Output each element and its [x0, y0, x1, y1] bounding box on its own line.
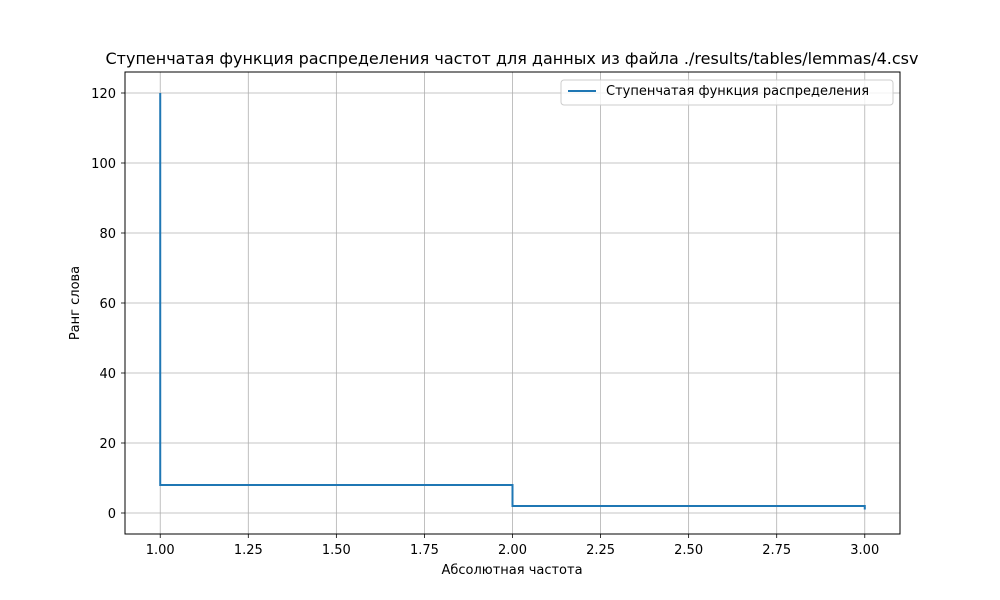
x-tick-label: 2.50 [674, 543, 703, 558]
y-tick-label: 100 [91, 157, 116, 172]
x-tick-label: 2.75 [762, 543, 791, 558]
legend-label: Ступенчатая функция распределения [606, 84, 869, 99]
y-tick-label: 0 [108, 507, 116, 522]
x-tick-label: 3.00 [850, 543, 879, 558]
y-axis-ticks: 0 20 40 60 80 100 120 [91, 87, 125, 522]
series-lines [159, 93, 866, 510]
legend-box [560, 79, 894, 106]
x-tick-label: 1.00 [146, 543, 175, 558]
chart-title: Ступенчатая функция распределения частот… [106, 49, 919, 68]
y-tick-label: 60 [99, 297, 116, 312]
y-tick-label: 80 [99, 227, 116, 242]
x-tick-label: 2.00 [498, 543, 527, 558]
series-line [159, 93, 866, 510]
x-tick-label: 1.25 [234, 543, 263, 558]
x-axis-label: Абсолютная частота [441, 563, 582, 578]
y-tick-label: 120 [91, 87, 116, 102]
y-axis-label: Ранг слова [68, 266, 83, 340]
x-tick-label: 2.25 [586, 543, 615, 558]
legend: Ступенчатая функция распределения [560, 79, 894, 106]
x-tick-label: 1.75 [410, 543, 439, 558]
x-tick-label: 1.50 [322, 543, 351, 558]
y-tick-label: 40 [99, 367, 116, 382]
grid-lines [125, 72, 900, 534]
x-axis-ticks: 1.00 1.25 1.50 1.75 2.00 2.25 2.50 2.75 3.00 [146, 534, 879, 558]
y-tick-label: 20 [99, 437, 116, 452]
